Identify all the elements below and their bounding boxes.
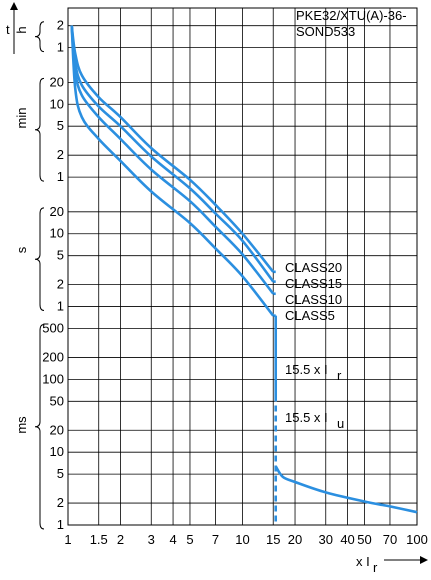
x-tick-label: 15 [266, 532, 280, 547]
y-tick-label: 100 [42, 371, 64, 386]
y-tick-label: 1 [57, 517, 64, 532]
series-label-class15: CLASS15 [285, 276, 342, 291]
chart-title: PKE32/XTU(A)-36- SOND533 [296, 8, 407, 39]
x-axis-label-main: x I [356, 554, 370, 569]
y-tick-label: 20 [50, 204, 64, 219]
unit-brace [34, 77, 45, 182]
y-tick-labels: 2 1 20 10 5 2 1 20 10 5 2 1 500 200 100 50 20 10 5 2 1 [42, 18, 64, 532]
y-tick-label: 5 [57, 118, 64, 133]
x-axis-arrowhead [420, 556, 428, 564]
y-tick-label: 2 [57, 147, 64, 162]
tail-curve [274, 465, 418, 514]
x-tick-label: 4 [169, 532, 176, 547]
instantaneous-label-r: 15.5 x I [285, 362, 328, 377]
x-tick-label: 10 [235, 532, 249, 547]
series-label-class10: CLASS10 [285, 292, 342, 307]
x-axis-label: x I r [356, 554, 428, 575]
x-tick-label: 3 [148, 532, 155, 547]
y-tick-label: 50 [50, 393, 64, 408]
instantaneous-label-sub-u: u [337, 416, 344, 431]
unit-brace [34, 21, 45, 53]
y-tick-label: 1 [57, 40, 64, 55]
y-tick-label: 10 [50, 96, 64, 111]
series-label-class5: CLASS5 [285, 308, 335, 323]
y-tick-label: 1 [57, 299, 64, 314]
y-tick-label: 10 [50, 226, 64, 241]
unit-label-ms: ms [14, 416, 29, 434]
x-tick-label: 30 [319, 532, 333, 547]
x-tick-label: 40 [340, 532, 354, 547]
y-tick-label: 2 [57, 277, 64, 292]
curve-class15 [70, 25, 275, 283]
title-line-2: SOND533 [296, 24, 355, 39]
plot-border [67, 7, 418, 526]
x-tick-label: 50 [357, 532, 371, 547]
x-tick-label: 5 [186, 532, 193, 547]
title-line-1: PKE32/XTU(A)-36- [296, 8, 407, 23]
y-tick-label: 500 [42, 320, 64, 335]
instantaneous-label-u: 15.5 x I [285, 410, 328, 425]
x-tick-label: 7 [212, 532, 219, 547]
y-tick-label: 20 [50, 74, 64, 89]
x-tick-label: 1 [64, 532, 71, 547]
curve-class20 [70, 25, 275, 273]
series-label-class20: CLASS20 [285, 260, 342, 275]
x-tick-label: 1.5 [90, 532, 108, 547]
x-tick-label: 2 [117, 532, 124, 547]
y-axis-arrowhead [10, 2, 18, 10]
unit-brace [34, 323, 45, 530]
y-tick-label: 2 [57, 18, 64, 33]
instantaneous-label-sub-r: r [337, 368, 342, 383]
y-tick-label: 10 [50, 444, 64, 459]
curve-class10 [70, 25, 275, 295]
x-tick-label: 70 [383, 532, 397, 547]
x-tick-label: 100 [406, 532, 428, 547]
x-tick-label: 20 [288, 532, 302, 547]
x-axis-label-sub: r [373, 560, 378, 575]
y-tick-label: 2 [57, 495, 64, 510]
curves [70, 25, 418, 525]
y-tick-label: 5 [57, 466, 64, 481]
y-tick-label: 1 [57, 169, 64, 184]
y-tick-label: 200 [42, 349, 64, 364]
curve-class5 [70, 25, 275, 317]
unit-label-min: min [14, 108, 29, 129]
y-tick-label: 20 [50, 422, 64, 437]
x-tick-labels: 1 1.5 2 3 4 5 7 10 15 20 30 40 50 70 100 [64, 532, 427, 547]
y-axis: t [6, 2, 18, 54]
y-tick-label: 5 [57, 248, 64, 263]
unit-label-h: h [14, 26, 29, 33]
grid [67, 8, 418, 526]
unit-label-s: s [14, 246, 29, 253]
unit-brace [34, 207, 45, 312]
y-axis-label: t [6, 22, 10, 37]
plot-frame [67, 7, 418, 526]
y-unit-bands: h min s ms [14, 21, 45, 530]
